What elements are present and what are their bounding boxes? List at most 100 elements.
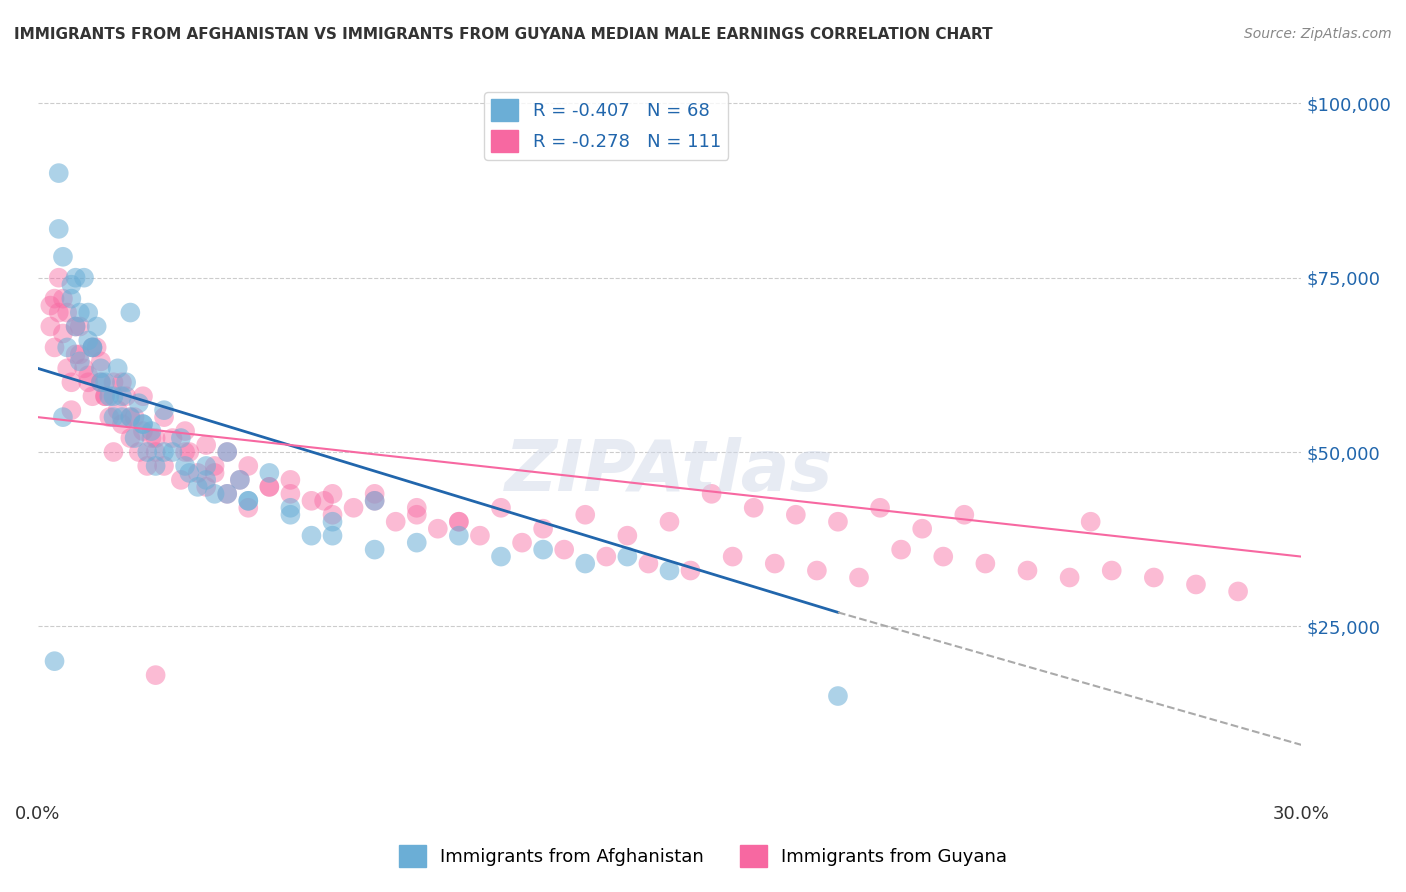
Point	[1059, 570, 1081, 584]
Point	[44, 654, 66, 668]
Point	[721, 549, 744, 564]
Point	[60, 376, 83, 390]
Point	[132, 417, 155, 431]
Point	[489, 500, 512, 515]
Point	[426, 522, 449, 536]
Point	[447, 529, 470, 543]
Point	[145, 458, 167, 473]
Point	[827, 515, 849, 529]
Point	[195, 473, 218, 487]
Point	[141, 431, 163, 445]
Point	[86, 319, 108, 334]
Point	[141, 424, 163, 438]
Point	[73, 270, 96, 285]
Point	[107, 361, 129, 376]
Point	[48, 222, 70, 236]
Point	[115, 376, 138, 390]
Point	[111, 410, 134, 425]
Point	[52, 410, 75, 425]
Point	[217, 487, 239, 501]
Point	[82, 340, 104, 354]
Point	[90, 376, 112, 390]
Point	[259, 466, 281, 480]
Point	[170, 431, 193, 445]
Point	[785, 508, 807, 522]
Point	[65, 319, 87, 334]
Point	[103, 376, 125, 390]
Point	[616, 549, 638, 564]
Point	[153, 458, 176, 473]
Point	[195, 480, 218, 494]
Point	[111, 389, 134, 403]
Point	[90, 376, 112, 390]
Point	[48, 166, 70, 180]
Point	[574, 557, 596, 571]
Point	[77, 368, 100, 383]
Point	[136, 458, 159, 473]
Point	[179, 466, 201, 480]
Point	[124, 431, 146, 445]
Point	[52, 326, 75, 341]
Point	[145, 431, 167, 445]
Point	[238, 493, 260, 508]
Point	[869, 500, 891, 515]
Point	[700, 487, 723, 501]
Point	[132, 424, 155, 438]
Point	[405, 508, 427, 522]
Point	[132, 389, 155, 403]
Point	[174, 458, 197, 473]
Point	[322, 487, 344, 501]
Point	[489, 549, 512, 564]
Point	[204, 458, 226, 473]
Point	[94, 389, 117, 403]
Point	[145, 445, 167, 459]
Point	[314, 493, 336, 508]
Point	[531, 542, 554, 557]
Point	[179, 445, 201, 459]
Point	[60, 403, 83, 417]
Point	[145, 668, 167, 682]
Point	[229, 473, 252, 487]
Point	[322, 515, 344, 529]
Point	[510, 535, 533, 549]
Text: IMMIGRANTS FROM AFGHANISTAN VS IMMIGRANTS FROM GUYANA MEDIAN MALE EARNINGS CORRE: IMMIGRANTS FROM AFGHANISTAN VS IMMIGRANT…	[14, 27, 993, 42]
Point	[128, 396, 150, 410]
Point	[342, 500, 364, 515]
Point	[98, 410, 121, 425]
Point	[73, 361, 96, 376]
Point	[890, 542, 912, 557]
Point	[90, 361, 112, 376]
Point	[120, 410, 142, 425]
Point	[447, 515, 470, 529]
Point	[120, 410, 142, 425]
Point	[77, 334, 100, 348]
Point	[39, 299, 62, 313]
Point	[52, 250, 75, 264]
Point	[56, 340, 79, 354]
Point	[932, 549, 955, 564]
Point	[162, 445, 184, 459]
Point	[217, 445, 239, 459]
Point	[322, 529, 344, 543]
Point	[115, 389, 138, 403]
Point	[574, 508, 596, 522]
Point	[82, 389, 104, 403]
Point	[132, 417, 155, 431]
Point	[52, 292, 75, 306]
Point	[94, 376, 117, 390]
Point	[153, 445, 176, 459]
Point	[217, 487, 239, 501]
Point	[120, 431, 142, 445]
Point	[238, 500, 260, 515]
Point	[94, 389, 117, 403]
Point	[229, 473, 252, 487]
Point	[595, 549, 617, 564]
Point	[90, 354, 112, 368]
Point	[82, 340, 104, 354]
Point	[195, 458, 218, 473]
Point	[763, 557, 786, 571]
Point	[124, 410, 146, 425]
Point	[1101, 564, 1123, 578]
Point	[280, 473, 302, 487]
Point	[1017, 564, 1039, 578]
